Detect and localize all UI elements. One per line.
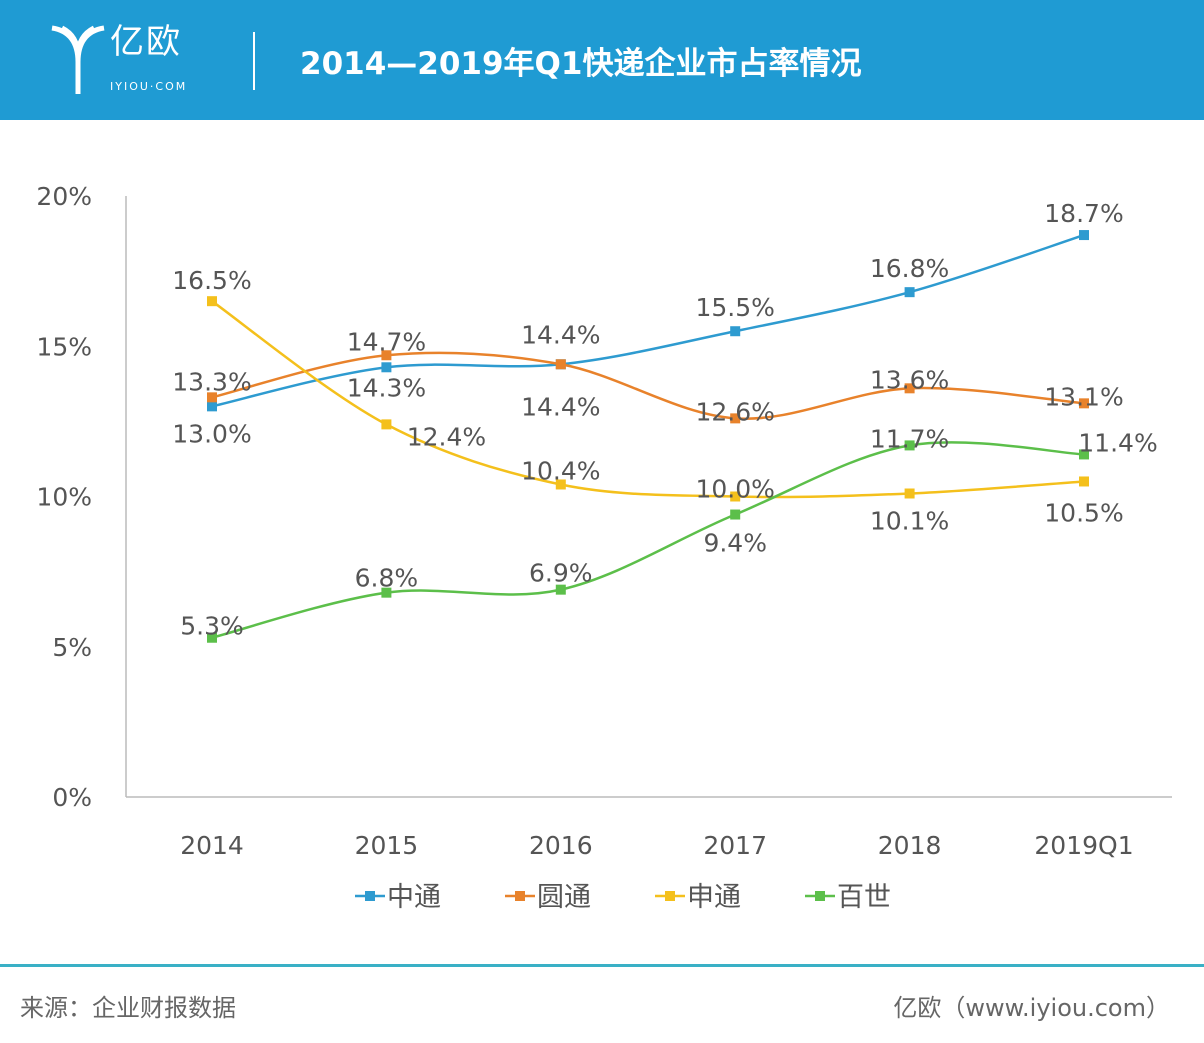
data-point-marker bbox=[555, 479, 566, 490]
legend-label: 圆通 bbox=[537, 882, 591, 913]
legend-label: 中通 bbox=[387, 882, 441, 913]
page-title: 2014—2019年Q1快递企业市占率情况 bbox=[300, 46, 862, 82]
data-point-marker bbox=[904, 440, 915, 451]
data-point-marker bbox=[207, 632, 217, 643]
data-point-marker bbox=[555, 584, 566, 595]
y-tick-label: 0% bbox=[52, 783, 92, 812]
credit-note: 亿欧（www.iyiou.com） bbox=[893, 994, 1170, 1022]
data-point-marker bbox=[1079, 230, 1089, 241]
logo-text: 亿欧 bbox=[110, 22, 182, 62]
data-label: 10.5% bbox=[1044, 498, 1123, 527]
data-point-marker bbox=[1079, 398, 1089, 409]
data-point-marker bbox=[904, 488, 915, 499]
data-point-marker bbox=[207, 392, 217, 403]
data-point-marker bbox=[1079, 449, 1089, 460]
series-line-1 bbox=[211, 233, 1085, 408]
data-point-marker bbox=[730, 509, 741, 520]
data-point-marker bbox=[730, 413, 741, 424]
data-point-marker bbox=[207, 401, 217, 412]
data-point-marker bbox=[381, 587, 392, 598]
data-label: 11.4% bbox=[1078, 428, 1157, 457]
logo: 亿欧 IYIOU·COM bbox=[48, 22, 208, 98]
legend-marker bbox=[815, 891, 825, 901]
data-point-marker bbox=[730, 491, 741, 502]
legend-marker bbox=[665, 891, 675, 901]
x-tick-label: 2019Q1 bbox=[1034, 831, 1133, 860]
data-label: 11.7% bbox=[870, 424, 949, 453]
data-label: 16.8% bbox=[870, 254, 949, 283]
footer-divider bbox=[0, 964, 1204, 967]
data-label: 16.5% bbox=[172, 266, 251, 295]
data-label: 14.4% bbox=[521, 392, 600, 421]
y-tick-label: 20% bbox=[36, 182, 92, 211]
legend-marker bbox=[365, 891, 375, 901]
logo-y-icon bbox=[51, 25, 105, 94]
x-tick-label: 2016 bbox=[529, 831, 593, 860]
data-label: 10.4% bbox=[521, 456, 600, 485]
legend-label: 申通 bbox=[687, 882, 741, 913]
data-label: 13.3% bbox=[172, 367, 251, 396]
series-line-2 bbox=[211, 351, 1085, 420]
data-label: 9.4% bbox=[703, 529, 767, 558]
data-label: 10.1% bbox=[870, 506, 949, 535]
x-tick-label: 2014 bbox=[180, 831, 244, 860]
data-point-marker bbox=[904, 287, 915, 298]
source-note: 来源：企业财报数据 bbox=[20, 994, 236, 1022]
data-label: 12.6% bbox=[695, 397, 774, 426]
data-point-marker bbox=[1079, 476, 1089, 487]
x-tick-label: 2017 bbox=[703, 831, 767, 860]
data-point-marker bbox=[904, 383, 915, 394]
data-label: 15.5% bbox=[695, 293, 774, 322]
series-line-3 bbox=[211, 300, 1085, 499]
data-label: 14.4% bbox=[521, 320, 600, 349]
logo-subtext: IYIOU·COM bbox=[110, 80, 188, 93]
x-tick-label: 2018 bbox=[878, 831, 942, 860]
data-label: 10.0% bbox=[695, 475, 774, 504]
data-label: 13.0% bbox=[172, 419, 251, 448]
data-point-marker bbox=[555, 359, 566, 370]
x-tick-label: 2015 bbox=[355, 831, 419, 860]
legend-label: 百世 bbox=[837, 882, 891, 913]
header-divider bbox=[253, 32, 255, 90]
y-tick-label: 5% bbox=[52, 633, 92, 662]
y-tick-label: 15% bbox=[36, 332, 92, 361]
legend-marker bbox=[515, 891, 525, 901]
data-point-marker bbox=[381, 362, 392, 373]
data-label: 12.4% bbox=[407, 422, 486, 451]
header-banner: 亿欧 IYIOU·COM 2014—2019年Q1快递企业市占率情况 bbox=[0, 0, 1204, 120]
data-point-marker bbox=[381, 350, 392, 361]
data-label: 13.6% bbox=[870, 365, 949, 394]
data-label: 6.8% bbox=[355, 564, 419, 593]
data-point-marker bbox=[207, 296, 217, 307]
data-point-marker bbox=[381, 419, 392, 430]
y-tick-label: 10% bbox=[36, 483, 92, 512]
data-label: 6.9% bbox=[529, 559, 593, 588]
series-line-4 bbox=[211, 441, 1085, 639]
data-label: 13.1% bbox=[1044, 382, 1123, 411]
data-label: 14.3% bbox=[347, 373, 426, 402]
data-point-marker bbox=[730, 326, 741, 337]
data-label: 5.3% bbox=[180, 612, 244, 641]
data-label: 18.7% bbox=[1044, 199, 1123, 228]
line-chart: 0% 5% 10% 15% 20% 2014 2015 2016 2017 2018 2019Q1 1… bbox=[36, 182, 1172, 913]
data-label: 14.7% bbox=[347, 327, 426, 356]
